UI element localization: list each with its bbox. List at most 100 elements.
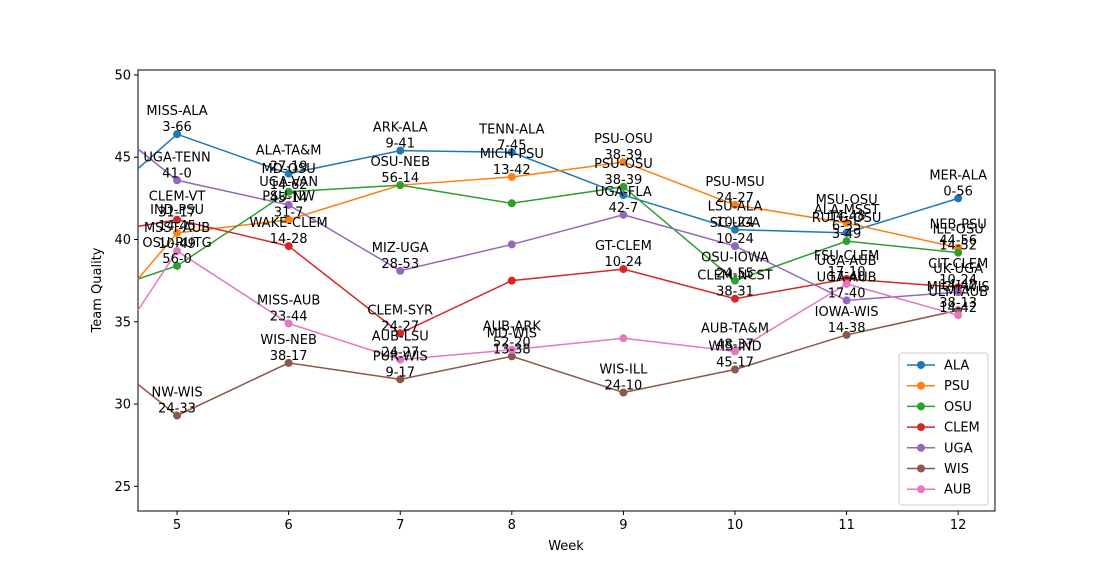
data-point-uga: [842, 296, 851, 305]
data-label: MER-ALA 0-56: [929, 168, 987, 199]
legend-entry-osu: OSU: [944, 400, 972, 415]
legend-marker-uga: [917, 443, 925, 452]
data-label: UGA-TENN 41-0: [143, 150, 210, 181]
legend-entry-wis: WIS: [944, 462, 969, 477]
data-label: MICH-PSU 13-42: [480, 147, 544, 178]
data-point-uga: [396, 266, 405, 275]
x-tick-label: 11: [838, 518, 855, 533]
data-label: NEB-PSU 44-56: [930, 218, 987, 249]
data-point-aub: [842, 279, 851, 288]
data-point-uga: [507, 240, 516, 249]
data-point-psu: [173, 228, 182, 237]
data-point-uga: [730, 242, 739, 251]
data-label: IOWA-WIS 14-38: [815, 305, 879, 336]
data-point-uga: [954, 288, 963, 297]
data-point-wis: [619, 388, 628, 397]
x-axis: 5 6 7 8 9 10 11 12: [173, 511, 967, 533]
data-label: MSU-OSU 14-48: [816, 193, 878, 224]
annotation-label: ALA-TA&M 27-19: [256, 144, 322, 175]
data-label: AUB-TA&M 48-37: [701, 321, 769, 352]
data-point-osu: [619, 182, 628, 191]
data-point-clem: [507, 276, 516, 285]
data-point-wis: [507, 352, 516, 361]
data-label: MISS-AUB 23-44: [257, 293, 320, 324]
data-point-aub: [619, 334, 628, 343]
legend-marker-clem: [917, 423, 925, 432]
y-axis-label: Team Quality: [90, 247, 105, 333]
data-label: LSU-ALA 10-24: [708, 200, 763, 231]
data-label: CIT-CLEM 10-24: [928, 257, 988, 288]
data-point-osu: [396, 181, 405, 190]
data-point-osu: [173, 261, 182, 270]
data-label: GT-CLEM 10-24: [595, 239, 652, 270]
data-label: MD-WIS 13-38: [487, 326, 537, 357]
data-label: NW-WIS 24-33: [151, 386, 202, 417]
data-point-ala: [954, 194, 963, 203]
legend-marker-aub: [917, 485, 925, 494]
data-point-osu: [507, 199, 516, 208]
data-point-clem: [619, 265, 628, 274]
legend: ALA PSU OSU CLEM UGA WIS AUB: [898, 352, 989, 506]
data-point-clem: [173, 215, 182, 224]
data-label: PSU-OSU 38-39: [594, 132, 653, 163]
data-label: OSU-RUTG 56-0: [142, 236, 211, 267]
data-point-psu: [842, 219, 851, 228]
data-label: OSU-IOWA 24-55: [701, 251, 769, 282]
data-label: ARK-ALA 9-41: [373, 121, 428, 152]
legend-entry-aub: AUB: [944, 483, 971, 498]
legend-entry-uga: UGA: [944, 441, 973, 456]
data-point-ala: [619, 191, 628, 200]
data-label: WIS-IND 45-17: [708, 339, 761, 370]
data-point-psu: [284, 215, 293, 224]
data-point-aub: [730, 347, 739, 356]
data-label: OSU-NEB 56-14: [370, 155, 430, 186]
data-label: MISS-ALA 3-66: [146, 104, 207, 135]
data-point-osu: [842, 237, 851, 246]
data-label: WIS-ILL 24-10: [599, 363, 648, 394]
data-point-clem: [730, 294, 739, 303]
series-points: [173, 130, 963, 420]
data-label: AUB-LSU 24-27: [372, 330, 429, 361]
data-point-osu: [730, 276, 739, 285]
data-label: UGA-AUB 17-40: [817, 270, 877, 301]
y-tick-label: 50: [114, 68, 131, 83]
data-point-wis: [730, 365, 739, 374]
data-label: WIS-NEB 38-17: [260, 333, 317, 364]
data-label: MIZ-UGA 28-53: [372, 241, 429, 272]
data-label: UGA-FLA 42-7: [595, 185, 652, 216]
data-label: CLEM-NCST 38-31: [697, 269, 772, 300]
data-point-ala: [730, 225, 739, 234]
data-label: PUR-WIS 9-17: [373, 349, 428, 380]
data-point-ala: [284, 169, 293, 178]
y-axis: 25 30 35 40 45 50: [114, 68, 138, 495]
data-label: RUTG-OSU 3-49: [812, 211, 882, 242]
data-point-psu: [730, 200, 739, 209]
data-label: AUB-ARK 52-20: [483, 320, 542, 351]
x-tick-label: 10: [727, 518, 744, 533]
y-tick-label: 30: [114, 398, 131, 413]
data-label: MSST-AUB 10-49: [144, 221, 210, 252]
x-tick-label: 8: [508, 518, 516, 533]
data-label: CLEM-VT 31-17: [149, 190, 206, 221]
x-axis-label: Week: [548, 539, 584, 554]
data-label: ILL-OSU 14-52: [933, 223, 984, 254]
data-point-wis: [842, 330, 851, 339]
legend-entry-ala: ALA: [944, 359, 969, 374]
data-label: IND-PSU 14-45: [150, 203, 204, 234]
data-point-osu: [954, 248, 963, 257]
data-point-osu: [284, 187, 293, 196]
x-tick-label: 5: [173, 518, 181, 533]
legend-marker-wis: [917, 464, 925, 473]
x-tick-label: 12: [950, 518, 967, 533]
data-label: SC-UGA 10-24: [710, 216, 761, 247]
data-point-clem: [396, 329, 405, 338]
legend-marker-ala: [917, 361, 925, 369]
point-labels: MISS-ALA 3-66 ARK-ALA 9-41 TENN-ALA 7-45 LSU-A…: [142, 104, 989, 416]
data-label: UK-UGA 14-42: [933, 262, 983, 293]
data-point-wis: [396, 375, 405, 384]
y-tick-label: 40: [114, 233, 131, 248]
data-label: MICH-WIS 38-13: [927, 280, 990, 311]
data-point-ala: [396, 146, 405, 155]
data-point-wis: [173, 411, 182, 420]
